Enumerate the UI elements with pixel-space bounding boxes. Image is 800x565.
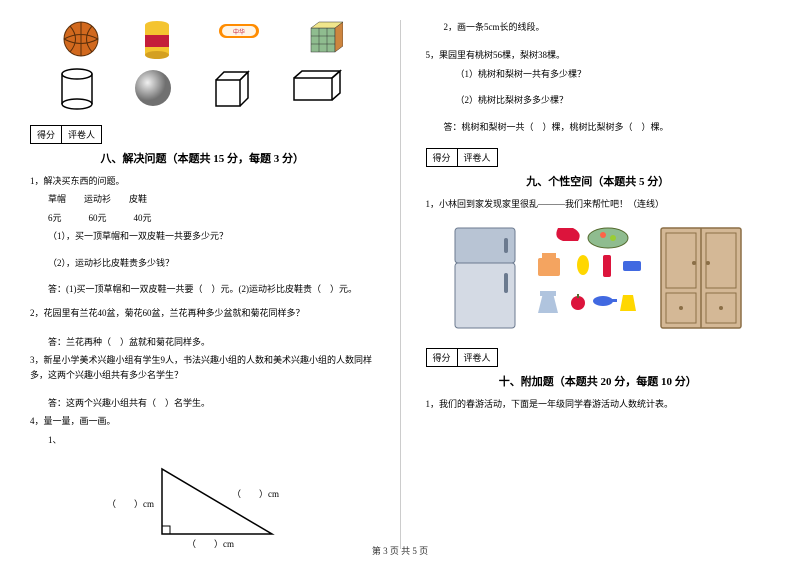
q1-prices: 6元 60元 40元: [30, 211, 375, 225]
cuboid-icon: [290, 68, 346, 104]
cap-icon: [593, 296, 613, 306]
svg-text:中华: 中华: [233, 28, 245, 36]
reviewer-label: 评卷人: [458, 349, 497, 366]
pants-icon: [620, 295, 636, 311]
section-9-title: 九、个性空间（本题共 5 分）: [426, 173, 771, 189]
triangle-left-label: （ ）cm: [107, 499, 154, 509]
cylinder-icon: [58, 68, 96, 110]
triangle-right-label: （ ）cm: [232, 489, 279, 499]
q1-items: 草帽 运动衫 皮鞋: [30, 192, 375, 206]
q3-ans: 答：这两个兴趣小组共有（ ）名学生。: [30, 396, 375, 410]
bottle-icon: [603, 255, 611, 277]
wardrobe-icon: [656, 223, 746, 333]
sphere-icon: [133, 68, 173, 108]
score-box-8: 得分 评卷人: [30, 125, 375, 147]
q4-stem: 4，量一量，画一画。: [30, 414, 375, 428]
corn-icon: [577, 255, 589, 275]
section-8-title: 八、解决问题（本题共 15 分，每题 3 分）: [30, 150, 375, 166]
q1-sub2: （2），运动衫比皮鞋贵多少钱？: [30, 256, 375, 270]
q5-stem: 5，果园里有桃树56棵，梨树38棵。: [426, 48, 771, 62]
reviewer-label: 评卷人: [62, 126, 101, 143]
can-icon: [143, 20, 171, 60]
q3-stem: 3，新星小学美术兴趣小组有学生9人，书法兴趣小组的人数和美术兴趣小组的人数同样多…: [30, 353, 375, 382]
score-label: 得分: [427, 349, 458, 366]
q1-stem: 1，解决买东西的问题。: [30, 174, 375, 188]
shirt-icon: [538, 258, 560, 276]
brush-icon: [623, 261, 641, 271]
apple-icon: [571, 296, 585, 310]
q5-sub1: （1）桃树和梨树一共有多少棵？: [426, 67, 771, 81]
q4-sub1: 1、: [30, 433, 375, 447]
rubiks-cube-icon: [307, 20, 343, 56]
q2-stem: 2，花园里有兰花40盆，菊花60盆，兰花再种多少盆就和菊花同样多？: [30, 306, 375, 320]
left-column: 中华: [30, 20, 375, 549]
s10-q1: 1，我们的春游活动，下面是一年级同学春游活动人数统计表。: [426, 397, 771, 411]
s9-q1: 1，小林回到家发现家里很乱———我们来帮忙吧！（连线）: [426, 197, 771, 211]
shapes-row: [30, 68, 375, 110]
triangle-diagram: （ ）cm （ ）cm （ ）cm: [30, 459, 375, 549]
vegetables-icon: [588, 228, 628, 248]
q5-sub2: （2）桃树比梨树多多少棵？: [426, 93, 771, 107]
q2-ans: 答：兰花再种（ ）盆就和菊花同样多。: [30, 335, 375, 349]
q5-ans: 答：桃树和梨树一共（ ）棵，桃树比梨树多（ ）棵。: [426, 120, 771, 134]
page-footer: 第 3 页 共 5 页: [0, 544, 800, 557]
score-box-9: 得分 评卷人: [426, 148, 771, 170]
q1-ans: 答：(1)买一顶草帽和一双皮鞋一共要（ ）元。(2)运动衫比皮鞋贵（ ）元。: [30, 282, 375, 296]
section-10-title: 十、附加题（本题共 20 分，每题 10 分）: [426, 373, 771, 389]
objects-row: 中华: [30, 20, 375, 60]
score-label: 得分: [31, 126, 62, 143]
basketball-icon: [62, 20, 100, 58]
cube-icon: [210, 68, 254, 110]
score-box-10: 得分 评卷人: [426, 348, 771, 370]
candy-icon: 中华: [214, 20, 264, 42]
q1-sub1: （1），买一顶草帽和一双皮鞋一共要多少元？: [30, 229, 375, 243]
reviewer-label: 评卷人: [458, 149, 497, 166]
meat-icon: [556, 228, 579, 241]
q4-2: 2，画一条5cm长的线段。: [426, 20, 771, 34]
right-column: 2，画一条5cm长的线段。 5，果园里有桃树56棵，梨树38棵。 （1）桃树和梨…: [426, 20, 771, 549]
scattered-items: [528, 223, 648, 333]
column-divider: [400, 20, 401, 549]
score-label: 得分: [427, 149, 458, 166]
room-scene: [426, 223, 771, 333]
fridge-icon: [450, 223, 520, 333]
